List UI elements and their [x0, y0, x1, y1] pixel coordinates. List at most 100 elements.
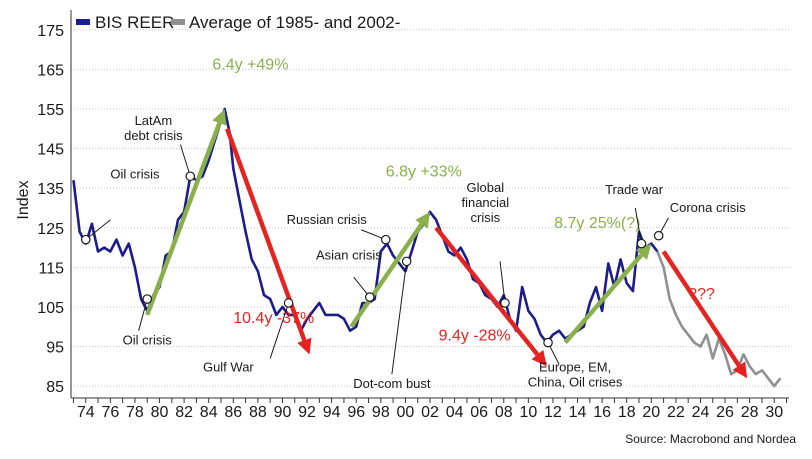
legend-swatch-average — [171, 19, 185, 25]
event-leader-line — [391, 261, 408, 375]
trend-arrow-label: ??? — [688, 286, 715, 303]
x-tick-label: 30 — [765, 404, 783, 421]
event-label: Dot-com bust — [353, 376, 431, 391]
event-leader-line — [269, 302, 290, 359]
x-tick-label: 98 — [372, 404, 390, 421]
x-tick-label: 80 — [151, 404, 169, 421]
x-tick-label: 88 — [249, 404, 267, 421]
event-marker — [401, 256, 412, 267]
trend-arrow-head — [531, 349, 547, 367]
event-label: crisis — [471, 210, 501, 225]
event-marker — [283, 298, 294, 308]
trend-arrow-label: 8.7y 25%(?) — [554, 215, 640, 232]
event-marker — [380, 234, 391, 245]
x-tick-label: 06 — [470, 404, 488, 421]
trend-arrow-shaft — [225, 128, 307, 342]
x-tick-label: 22 — [667, 404, 685, 421]
x-tick-label: 84 — [200, 404, 218, 421]
y-tick-label: 85 — [46, 379, 64, 396]
y-tick-label: 145 — [37, 142, 64, 159]
trend-arrow-label: 6.8y +33% — [386, 163, 462, 180]
x-tick-label: 10 — [519, 404, 537, 421]
x-tick-label: 00 — [397, 404, 415, 421]
event-label: Trade war — [605, 182, 664, 197]
x-tick-label: 24 — [692, 404, 710, 421]
x-tick-label: 74 — [77, 404, 95, 421]
trend-arrow-label: 9.4y -28% — [439, 328, 511, 345]
x-tick-label: 94 — [323, 404, 341, 421]
trend-arrow-head — [635, 243, 652, 260]
trend-arrow-shaft — [661, 250, 741, 367]
x-tick-label: 76 — [101, 404, 119, 421]
y-tick-label: 175 — [37, 23, 64, 40]
event-label: Asian crisis — [316, 247, 382, 262]
y-tick-label: 115 — [38, 260, 64, 277]
x-tick-label: 08 — [495, 404, 513, 421]
x-axis: 74 76 78 80 82 84 86 88 90 92 94 96 98 00 02 04 06 08 10 12… — [71, 397, 789, 421]
y-tick-label: 135 — [37, 181, 64, 198]
x-tick-label: 16 — [593, 404, 611, 421]
trend-arrow-shaft — [434, 226, 540, 357]
x-tick-label: 92 — [298, 404, 316, 421]
y-axis-label: Index — [15, 180, 32, 219]
trend-arrow-head — [415, 211, 430, 229]
x-tick-label: 18 — [618, 404, 636, 421]
x-tick-label: 20 — [642, 404, 660, 421]
x-tick-label: 26 — [716, 404, 734, 421]
event-marker — [653, 230, 664, 241]
event-leader-line — [138, 298, 148, 331]
series-lines — [72, 107, 782, 388]
source-note: Source: Macrobond and Nordea — [625, 432, 796, 446]
trend-arrows: 6.4y +49% 10.4y -37% 6.8y +33% 9.4y -28% 8.7… — [145, 56, 748, 379]
y-tick-label: 155 — [37, 102, 64, 119]
x-tick-label: 14 — [569, 404, 587, 421]
trend-arrow-shaft — [145, 122, 222, 316]
event-label: LatAm — [135, 113, 173, 128]
event-marker — [364, 292, 375, 302]
event-label: Europe, EM, — [539, 359, 611, 374]
event-label: Global — [467, 180, 505, 195]
legend-label-bis-reer: BIS REER — [95, 13, 174, 32]
event-label: Corona crisis — [670, 200, 746, 215]
trend-arrow-label: 10.4y -37% — [233, 310, 314, 327]
trend-arrow-shaft — [349, 223, 424, 329]
trend-arrow-shaft — [563, 253, 644, 345]
event-leader-line — [634, 207, 642, 244]
y-axis: 85 95 105 115 125 135 145 155 165 175 — [37, 10, 72, 398]
event-marker — [185, 171, 196, 182]
x-tick-label: 04 — [446, 404, 464, 421]
event-marker — [636, 238, 647, 249]
x-tick-label: 02 — [421, 404, 439, 421]
trend-arrow-head — [297, 337, 312, 355]
trend-arrow-head — [732, 361, 748, 379]
legend: BIS REER Average of 1985- and 2002- — [76, 13, 400, 32]
x-tick-label: 78 — [126, 404, 144, 421]
legend-swatch-bis-reer — [76, 19, 90, 25]
event-label: Oil crisis — [110, 166, 160, 181]
y-tick-label: 125 — [37, 221, 64, 238]
event-label: China, Oil crises — [528, 374, 623, 389]
event-label: Gulf War — [203, 359, 254, 374]
event-marker — [80, 234, 91, 245]
legend-label-average: Average of 1985- and 2002- — [189, 13, 400, 32]
x-tick-label: 28 — [741, 404, 759, 421]
y-tick-label: 95 — [46, 340, 64, 357]
event-label: Oil crisis — [123, 333, 173, 348]
event-leader-line — [179, 144, 191, 177]
x-tick-label: 12 — [544, 404, 562, 421]
event-leader-line — [85, 219, 111, 241]
event-label: financial — [461, 195, 509, 210]
trend-arrow-label: 6.4y +49% — [212, 56, 288, 73]
y-tick-label: 105 — [37, 300, 64, 317]
event-marker — [543, 337, 553, 348]
event-label: Russian crisis — [287, 212, 368, 227]
event-leader-line — [499, 261, 506, 304]
event-marker — [142, 294, 153, 304]
x-tick-label: 90 — [274, 404, 292, 421]
x-tick-label: 82 — [175, 404, 193, 421]
event-label: debt crisis — [124, 128, 183, 143]
x-tick-label: 96 — [347, 404, 365, 421]
event-marker — [500, 298, 510, 308]
